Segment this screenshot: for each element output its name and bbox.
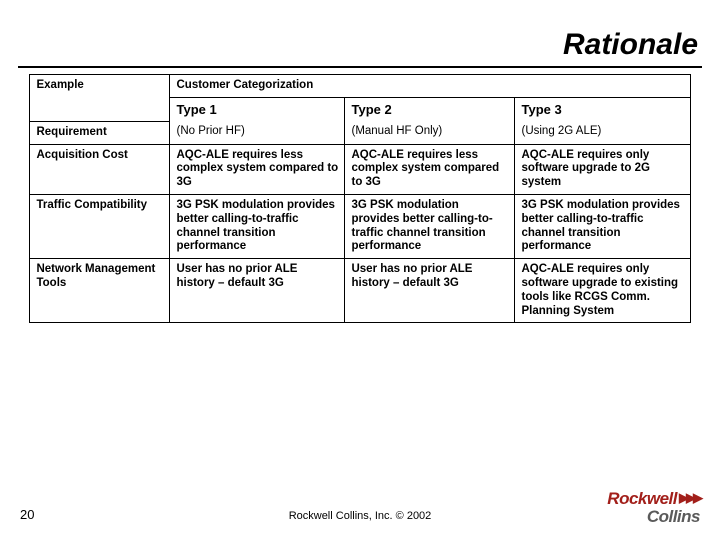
table-row: Network Management Tools User has no pri… bbox=[30, 259, 690, 323]
chevron-icon: ▶▶▶ bbox=[679, 490, 700, 505]
type-header: Type 1 bbox=[170, 97, 345, 121]
rockwell-collins-logo: Rockwell▶▶▶ Collins bbox=[607, 490, 700, 526]
type-sublabel: (Using 2G ALE) bbox=[515, 121, 690, 144]
body-cell: AQC-ALE requires less complex system com… bbox=[170, 144, 345, 194]
logo-bottom-text: Collins bbox=[647, 507, 700, 526]
type-label: Type 1 bbox=[176, 102, 338, 118]
footer: 20 Rockwell Collins, Inc. © 2002 Rockwel… bbox=[0, 496, 720, 526]
requirement-cell: Traffic Compatibility bbox=[30, 195, 170, 259]
title-rule bbox=[18, 66, 702, 68]
body-cell: AQC-ALE requires only software upgrade t… bbox=[515, 259, 690, 323]
type-label: Type 3 bbox=[521, 102, 683, 118]
body-cell: 3G PSK modulation provides better callin… bbox=[515, 195, 690, 259]
table-row: Acquisition Cost AQC-ALE requires less c… bbox=[30, 144, 690, 194]
table-row: Traffic Compatibility 3G PSK modulation … bbox=[30, 195, 690, 259]
body-cell: AQC-ALE requires less complex system com… bbox=[345, 144, 515, 194]
slide-container: Rationale Example Customer Categorizatio… bbox=[0, 0, 720, 540]
type-header: Type 2 bbox=[345, 97, 515, 121]
table-row: Example Customer Categorization bbox=[30, 75, 690, 98]
type-sublabel: (Manual HF Only) bbox=[345, 121, 515, 144]
requirement-cell: Network Management Tools bbox=[30, 259, 170, 323]
table-row: Requirement (No Prior HF) (Manual HF Onl… bbox=[30, 121, 690, 144]
body-cell: 3G PSK modulation provides better callin… bbox=[345, 195, 515, 259]
requirement-header: Requirement bbox=[30, 121, 170, 144]
type-sublabel: (No Prior HF) bbox=[170, 121, 345, 144]
slide-title: Rationale bbox=[18, 28, 698, 62]
requirement-cell: Acquisition Cost bbox=[30, 144, 170, 194]
logo-top-text: Rockwell bbox=[607, 489, 677, 508]
body-cell: AQC-ALE requires only software upgrade t… bbox=[515, 144, 690, 194]
type-label: Type 2 bbox=[351, 102, 508, 118]
rationale-table: Example Customer Categorization Type 1 T… bbox=[29, 74, 690, 323]
body-cell: User has no prior ALE history – default … bbox=[345, 259, 515, 323]
body-cell: User has no prior ALE history – default … bbox=[170, 259, 345, 323]
example-header: Example bbox=[30, 75, 170, 122]
customer-categorization-header: Customer Categorization bbox=[170, 75, 690, 98]
body-cell: 3G PSK modulation provides better callin… bbox=[170, 195, 345, 259]
type-header: Type 3 bbox=[515, 97, 690, 121]
